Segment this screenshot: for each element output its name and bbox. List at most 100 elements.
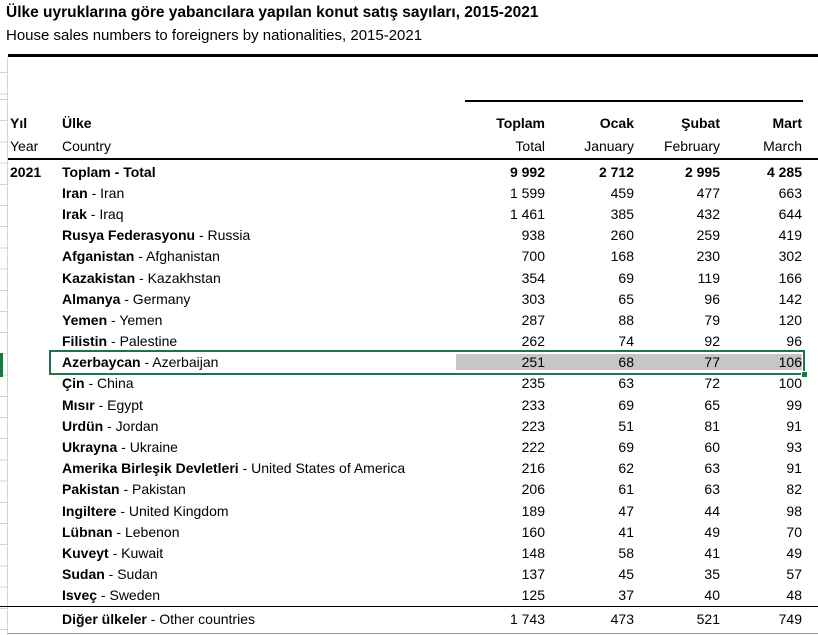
cell-value[interactable]: 82 [786,481,802,498]
cell-value[interactable]: 644 [778,205,802,222]
cell-value[interactable]: 65 [704,396,720,413]
cell-value[interactable]: 700 [521,248,545,265]
cell-value[interactable]: 63 [704,481,720,498]
cell-country[interactable]: Mısır - Egypt [62,396,143,413]
cell-value[interactable]: 419 [778,227,802,244]
cell-value[interactable]: 74 [618,333,634,350]
cell-value[interactable]: 137 [521,566,545,583]
cell-country[interactable]: Iran - Iran [62,184,125,201]
header-february-tr[interactable]: Şubat [681,114,720,131]
cell-country[interactable]: Çin - China [62,375,134,392]
cell-value[interactable]: 663 [778,184,802,201]
cell-value[interactable]: 106 [720,354,802,371]
cell-value[interactable]: 216 [521,460,545,477]
table-row[interactable]: Lübnan - Lebenon 160 41 49 70 [0,521,818,542]
cell-value[interactable]: 260 [610,227,634,244]
table-row[interactable]: Çin - China 235 63 72 100 [0,373,818,394]
cell-country[interactable]: Amerika Birleşik Devletleri - United Sta… [62,460,406,477]
cell-value[interactable]: 1 461 [509,205,545,222]
cell-value[interactable]: 168 [610,248,634,265]
cell-value[interactable]: 57 [786,566,802,583]
table-row[interactable]: Amerika Birleşik Devletleri - United Sta… [0,458,818,479]
cell-value[interactable]: 70 [786,523,802,540]
cell-country[interactable]: Filistin - Palestine [62,333,178,350]
cell-value[interactable]: 49 [704,523,720,540]
cell-value[interactable]: 49 [786,544,802,561]
cell-value[interactable]: 302 [778,248,802,265]
cell-value[interactable]: 72 [704,375,720,392]
table-row[interactable]: Pakistan - Pakistan 206 61 63 82 [0,479,818,500]
cell-value[interactable]: 96 [786,333,802,350]
table-row[interactable]: Mısır - Egypt 233 69 65 99 [0,394,818,415]
cell-value[interactable]: 189 [521,502,545,519]
cell-value[interactable]: 230 [696,248,720,265]
cell-value[interactable]: 37 [618,587,634,604]
cell-value[interactable]: 354 [521,269,545,286]
table-row[interactable]: Filistin - Palestine 262 74 92 96 [0,331,818,352]
header-march-tr[interactable]: Mart [772,114,802,131]
cell-country[interactable]: Ingiltere - United Kingdom [62,502,229,519]
cell-value[interactable]: 58 [618,544,634,561]
cell-value[interactable]: 88 [618,311,634,328]
cell-value[interactable]: 63 [704,460,720,477]
cell-value[interactable]: 160 [521,523,545,540]
cell-country[interactable]: Toplam - Total [62,163,156,180]
cell-country[interactable]: Sudan - Sudan [62,566,158,583]
cell-value[interactable]: 4 285 [766,163,802,180]
table-row[interactable]: Iran - Iran 1 599 459 477 663 [0,182,818,203]
cell-value[interactable]: 222 [521,439,545,456]
table-row[interactable]: Sudan - Sudan 137 45 35 57 [0,564,818,585]
cell-value[interactable]: 120 [778,311,802,328]
header-total-tr[interactable]: Toplam [496,114,545,131]
cell-value[interactable]: 938 [521,227,545,244]
cell-value[interactable]: 473 [610,611,634,628]
cell-value[interactable]: 125 [521,587,545,604]
cell-value[interactable]: 142 [778,290,802,307]
header-year-tr[interactable]: Yıl [10,114,28,131]
cell-value[interactable]: 521 [696,611,720,628]
table-row[interactable]: Kazakistan - Kazakhstan 354 69 119 166 [0,267,818,288]
cell-country[interactable]: Afganistan - Afghanistan [62,248,220,265]
cell-value[interactable]: 262 [521,333,545,350]
cell-value[interactable]: 61 [618,481,634,498]
cell-country[interactable]: Pakistan - Pakistan [62,481,186,498]
cell-value[interactable]: 303 [521,290,545,307]
cell-value[interactable]: 69 [618,396,634,413]
table-row[interactable]: 2021 Toplam - Total 9 992 2 712 2 995 4 285 [0,161,818,182]
cell-value[interactable]: 69 [618,269,634,286]
selection-fill-handle[interactable] [801,370,808,378]
cell-value[interactable]: 77 [634,354,720,371]
cell-value[interactable]: 93 [786,439,802,456]
cell-country[interactable]: Yemen - Yemen [62,311,163,328]
cell-country[interactable]: Almanya - Germany [62,290,191,307]
cell-country[interactable]: Ukrayna - Ukraine [62,439,178,456]
table-row[interactable]: Rusya Federasyonu - Russia 938 260 259 419 [0,225,818,246]
cell-value[interactable]: 9 992 [509,163,545,180]
cell-value[interactable]: 91 [786,417,802,434]
cell-value[interactable]: 98 [786,502,802,519]
cell-value[interactable]: 223 [521,417,545,434]
table-row[interactable]: Almanya - Germany 303 65 96 142 [0,288,818,309]
cell-country[interactable]: Rusya Federasyonu - Russia [62,227,251,244]
cell-value[interactable]: 749 [778,611,802,628]
table-row[interactable]: Azerbaycan - Azerbaijan 251 68 77 106 [0,349,818,378]
table-row[interactable]: Kuveyt - Kuwait 148 58 41 49 [0,542,818,563]
cell-country[interactable]: Isveç - Sweden [62,587,161,604]
cell-value[interactable]: 79 [704,311,720,328]
header-march-en[interactable]: March [763,137,802,154]
cell-value[interactable]: 40 [704,587,720,604]
cell-value[interactable]: 81 [704,417,720,434]
table-row[interactable]: Diğer ülkeler - Other countries 1 743 473 5… [0,605,818,632]
cell-value[interactable]: 459 [610,184,634,201]
cell-value[interactable]: 41 [618,523,634,540]
cell-value[interactable]: 166 [778,269,802,286]
header-january-tr[interactable]: Ocak [599,114,634,131]
cell-value[interactable]: 60 [704,439,720,456]
cell-value[interactable]: 65 [618,290,634,307]
header-february-en[interactable]: February [663,137,720,154]
cell-value[interactable]: 2 712 [598,163,634,180]
cell-value[interactable]: 2 995 [684,163,720,180]
cell-value[interactable]: 259 [696,227,720,244]
cell-country[interactable]: Irak - Iraq [62,205,124,222]
header-total-en[interactable]: Total [515,137,545,154]
